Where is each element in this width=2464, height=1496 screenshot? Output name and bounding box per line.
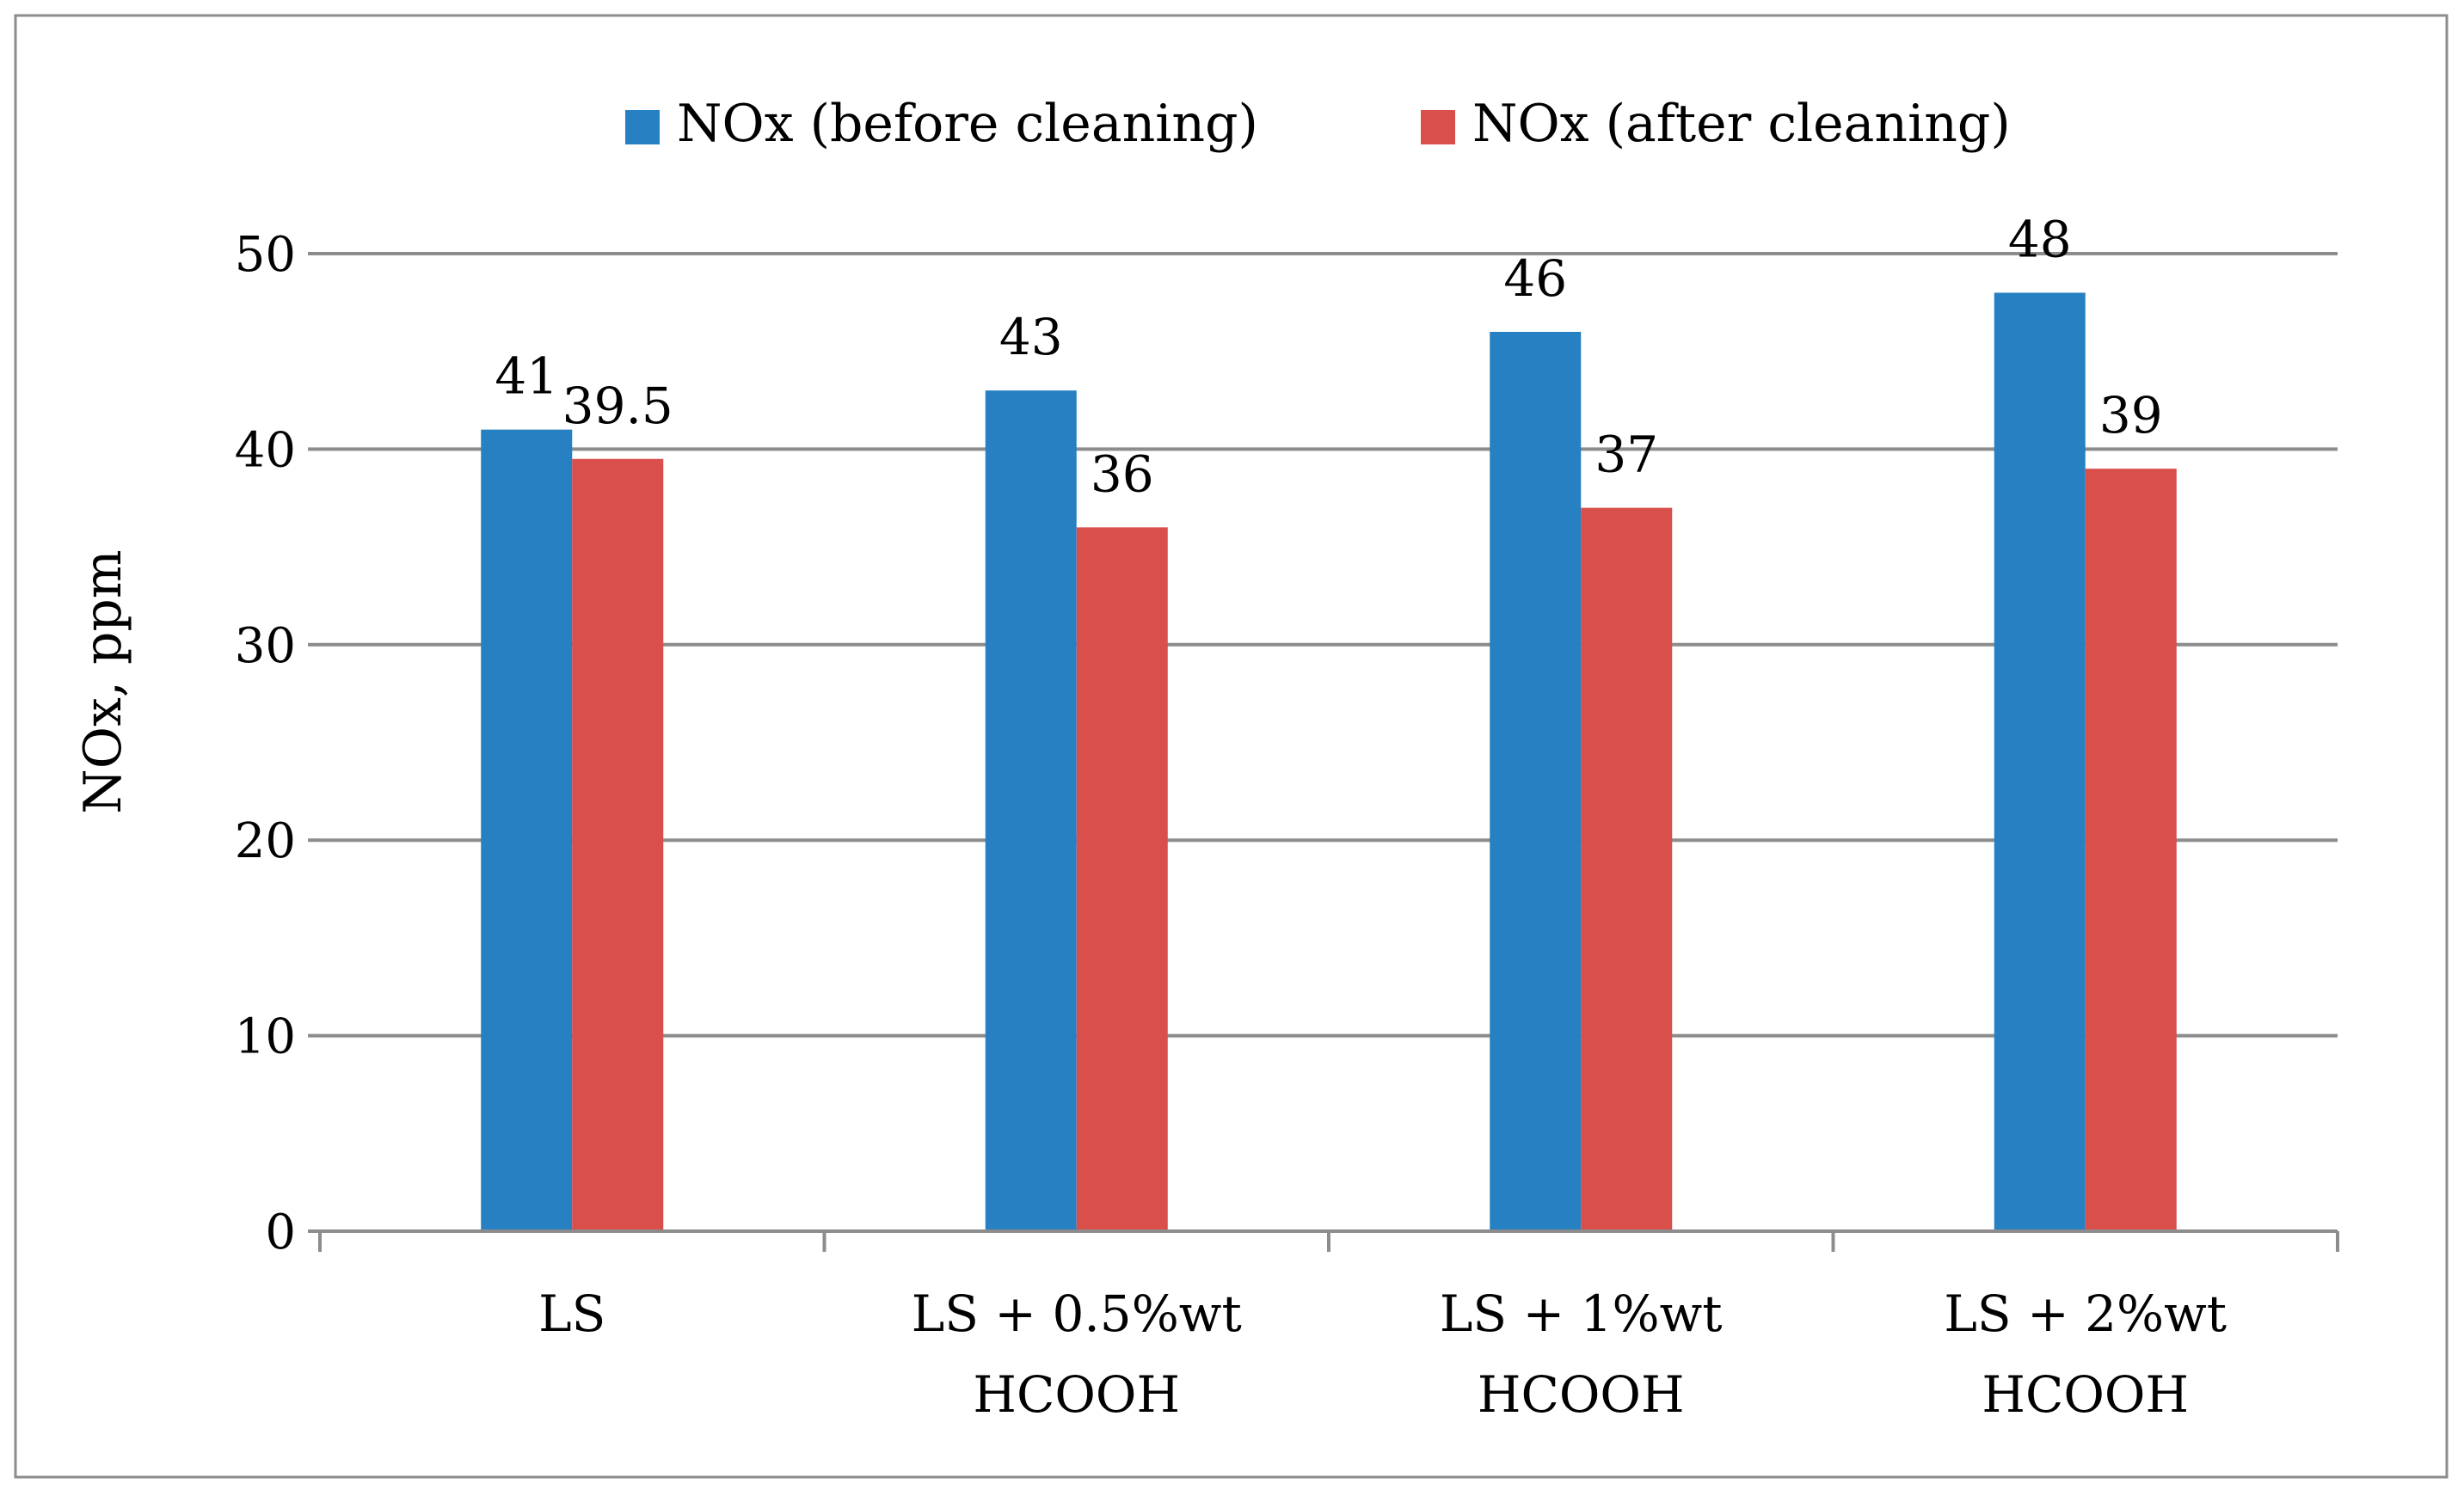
category-label: LS + 2%wt HCOOH bbox=[1944, 1284, 2227, 1424]
legend-label-after: NOx (after cleaning) bbox=[1472, 94, 2011, 154]
bar-after-cleaning bbox=[2085, 469, 2177, 1231]
bar-after-cleaning bbox=[1581, 507, 1673, 1231]
category-label-line: LS + 2%wt bbox=[1944, 1284, 2227, 1343]
bar-before-cleaning bbox=[1994, 292, 2086, 1232]
category-label: LS + 1%wt HCOOH bbox=[1440, 1284, 1723, 1424]
legend: NOx (before cleaning) NOx (after cleanin… bbox=[625, 94, 2011, 154]
y-tick-labels: 0 10 20 30 40 50 bbox=[235, 227, 320, 1260]
legend-swatch-before bbox=[625, 110, 660, 144]
bar-before-cleaning bbox=[481, 429, 573, 1231]
data-label: 39.5 bbox=[562, 377, 673, 435]
y-tick-label: 10 bbox=[235, 1009, 296, 1065]
x-axis bbox=[318, 1229, 2339, 1252]
y-tick-label: 0 bbox=[265, 1205, 296, 1260]
category-label-line: LS + 1%wt bbox=[1440, 1284, 1723, 1343]
data-label: 39 bbox=[2099, 386, 2163, 445]
data-label: 36 bbox=[1091, 445, 1154, 503]
bar-after-cleaning bbox=[1076, 527, 1168, 1231]
y-tick-label: 30 bbox=[235, 618, 296, 674]
category-label: LS bbox=[538, 1284, 605, 1343]
data-label: 41 bbox=[495, 347, 558, 406]
data-label: 43 bbox=[999, 308, 1063, 366]
category-label-line: LS + 0.5%wt bbox=[912, 1284, 1242, 1343]
y-tick-label: 50 bbox=[235, 227, 296, 283]
y-axis-title: NOx, ppm bbox=[73, 549, 133, 813]
bar-before-cleaning bbox=[985, 390, 1077, 1231]
y-tick-label: 20 bbox=[235, 813, 296, 869]
category-label-line: LS bbox=[538, 1284, 605, 1343]
y-tick-label: 40 bbox=[235, 422, 296, 478]
data-label: 48 bbox=[2008, 210, 2072, 268]
legend-label-before: NOx (before cleaning) bbox=[677, 94, 1258, 154]
category-label-line: HCOOH bbox=[1982, 1365, 2189, 1424]
bar-before-cleaning bbox=[1490, 331, 1582, 1232]
bars bbox=[481, 292, 2177, 1232]
bar-after-cleaning bbox=[572, 458, 664, 1231]
data-label: 46 bbox=[1503, 249, 1567, 308]
category-label-line: HCOOH bbox=[1478, 1365, 1685, 1424]
category-label: LS + 0.5%wt HCOOH bbox=[912, 1284, 1242, 1424]
data-label: 37 bbox=[1595, 426, 1658, 484]
category-label-line: HCOOH bbox=[973, 1365, 1180, 1424]
legend-swatch-after bbox=[1421, 110, 1455, 144]
